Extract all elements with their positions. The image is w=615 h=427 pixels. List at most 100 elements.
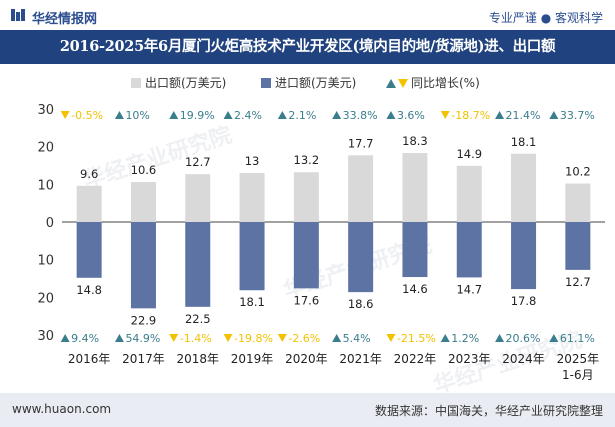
- export-bar: [456, 165, 482, 222]
- export-value-label: 13: [245, 154, 260, 168]
- import-growth-down-icon: [277, 334, 287, 342]
- website-link[interactable]: www.huaon.com: [12, 402, 112, 416]
- import-value-label: 14.8: [76, 283, 102, 297]
- import-value-label: 14.7: [456, 282, 482, 296]
- import-growth-up-icon: [495, 334, 505, 342]
- brand-name: 华经情报网: [32, 12, 98, 27]
- import-growth-label: -1.4%: [180, 332, 212, 345]
- x-category-label: 2022年: [394, 352, 437, 366]
- title-bar: 2016-2025年6月厦门火炬高技术产业开发区(境内目的地/货源地)进、出口额: [0, 30, 615, 64]
- y-tick-label: 10: [37, 178, 54, 193]
- export-growth-up-icon: [277, 111, 287, 119]
- export-growth-up-icon: [169, 111, 179, 119]
- import-value-label: 12.7: [565, 275, 591, 289]
- import-growth-label: 61.1%: [560, 332, 595, 345]
- import-bar: [76, 222, 102, 278]
- import-growth-up-icon: [549, 334, 559, 342]
- export-bar: [76, 185, 102, 222]
- y-tick-label: 10: [37, 254, 54, 269]
- legend-down-triangle-icon: [398, 79, 408, 88]
- import-bar: [456, 222, 482, 278]
- import-growth-up-icon: [60, 334, 70, 342]
- export-growth-label: 19.9%: [180, 109, 215, 122]
- export-value-label: 9.6: [80, 167, 98, 181]
- import-growth-label: 5.4%: [343, 332, 371, 345]
- x-category-label: 2021年: [339, 352, 382, 366]
- export-bar: [239, 172, 265, 222]
- export-bar: [348, 155, 374, 222]
- export-value-label: 13.2: [294, 153, 320, 167]
- import-growth-up-icon: [114, 334, 124, 342]
- export-growth-down-icon: [60, 111, 70, 119]
- import-value-label: 17.6: [294, 293, 320, 307]
- top-bar: 华经情报网 专业严谨 ● 客观科学: [0, 0, 615, 30]
- chart-area: 出口额(万美元) 进口额(万美元) 同比增长(%) 30 20 10 0 10 20 30 9.6 1…: [37, 76, 605, 382]
- import-growth-down-icon: [386, 334, 396, 342]
- import-growth-up-icon: [332, 334, 342, 342]
- import-bar: [239, 222, 265, 291]
- export-value-label: 18.3: [402, 134, 428, 148]
- export-growth-up-icon: [223, 111, 233, 119]
- import-value-label: 18.1: [239, 295, 265, 309]
- export-growth-up-icon: [495, 111, 505, 119]
- import-bar: [511, 222, 537, 290]
- import-growth-label: -21.5%: [397, 332, 436, 345]
- import-growth-label: -2.6%: [288, 332, 320, 345]
- import-growth-label: 1.2%: [451, 332, 479, 345]
- y-tick-label: 20: [37, 141, 54, 156]
- export-bar: [130, 182, 156, 222]
- import-growth-label: -19.8%: [234, 332, 273, 345]
- import-growth-label: 54.9%: [125, 332, 160, 345]
- export-value-label: 14.9: [456, 147, 482, 161]
- y-tick-label: 30: [37, 329, 54, 344]
- import-bar: [185, 222, 211, 307]
- export-growth-label: 21.4%: [506, 109, 541, 122]
- import-value-label: 22.9: [131, 313, 157, 327]
- export-growth-up-icon: [114, 111, 124, 119]
- brand-logo-icon: [11, 9, 25, 21]
- export-value-label: 17.7: [348, 136, 374, 150]
- import-bar: [348, 222, 374, 293]
- export-growth-label: -18.7%: [451, 109, 490, 122]
- export-growth-up-icon: [332, 111, 342, 119]
- export-growth-up-icon: [549, 111, 559, 119]
- legend-label-import: 进口额(万美元): [275, 76, 356, 90]
- legend-label-growth: 同比增长(%): [411, 76, 480, 90]
- export-bar: [402, 153, 428, 222]
- import-growth-label: 9.4%: [71, 332, 99, 345]
- x-category-label: 2018年: [176, 352, 219, 366]
- import-value-label: 22.5: [185, 312, 211, 326]
- legend-up-triangle-icon: [386, 79, 396, 88]
- import-bar: [130, 222, 156, 309]
- import-value-label: 18.6: [348, 297, 374, 311]
- import-growth-down-icon: [169, 334, 179, 342]
- x-category-label: 2025年: [557, 352, 600, 366]
- import-growth-label: 20.6%: [506, 332, 541, 345]
- y-tick-label: 20: [37, 291, 54, 306]
- import-bar: [402, 222, 428, 278]
- y-tick-label: 30: [37, 103, 54, 118]
- x-category-label: 2020年: [285, 352, 328, 366]
- x-category-label: 2017年: [122, 352, 165, 366]
- export-bar: [293, 172, 319, 222]
- export-value-label: 18.1: [511, 135, 537, 149]
- x-category-label: 2024年: [502, 352, 545, 366]
- import-bar: [565, 222, 591, 270]
- data-source: 数据来源：中国海关，华经产业研究院整理: [374, 404, 603, 418]
- import-value-label: 14.6: [402, 282, 428, 296]
- export-growth-label: -0.5%: [71, 109, 103, 122]
- import-bar: [293, 222, 319, 289]
- export-growth-label: 2.1%: [288, 109, 316, 122]
- x-category-label: 1-6月: [562, 368, 594, 382]
- export-growth-up-icon: [386, 111, 396, 119]
- x-category-label: 2019年: [231, 352, 274, 366]
- export-growth-label: 33.7%: [560, 109, 595, 122]
- export-growth-label: 33.8%: [343, 109, 378, 122]
- export-bar: [185, 174, 211, 222]
- export-growth-label: 10%: [125, 109, 149, 122]
- import-growth-up-icon: [440, 334, 450, 342]
- import-value-label: 17.8: [511, 294, 537, 308]
- export-bar: [565, 183, 591, 222]
- chart-title: 2016-2025年6月厦门火炬高技术产业开发区(境内目的地/货源地)进、出口额: [59, 38, 556, 55]
- x-category-label: 2023年: [448, 352, 491, 366]
